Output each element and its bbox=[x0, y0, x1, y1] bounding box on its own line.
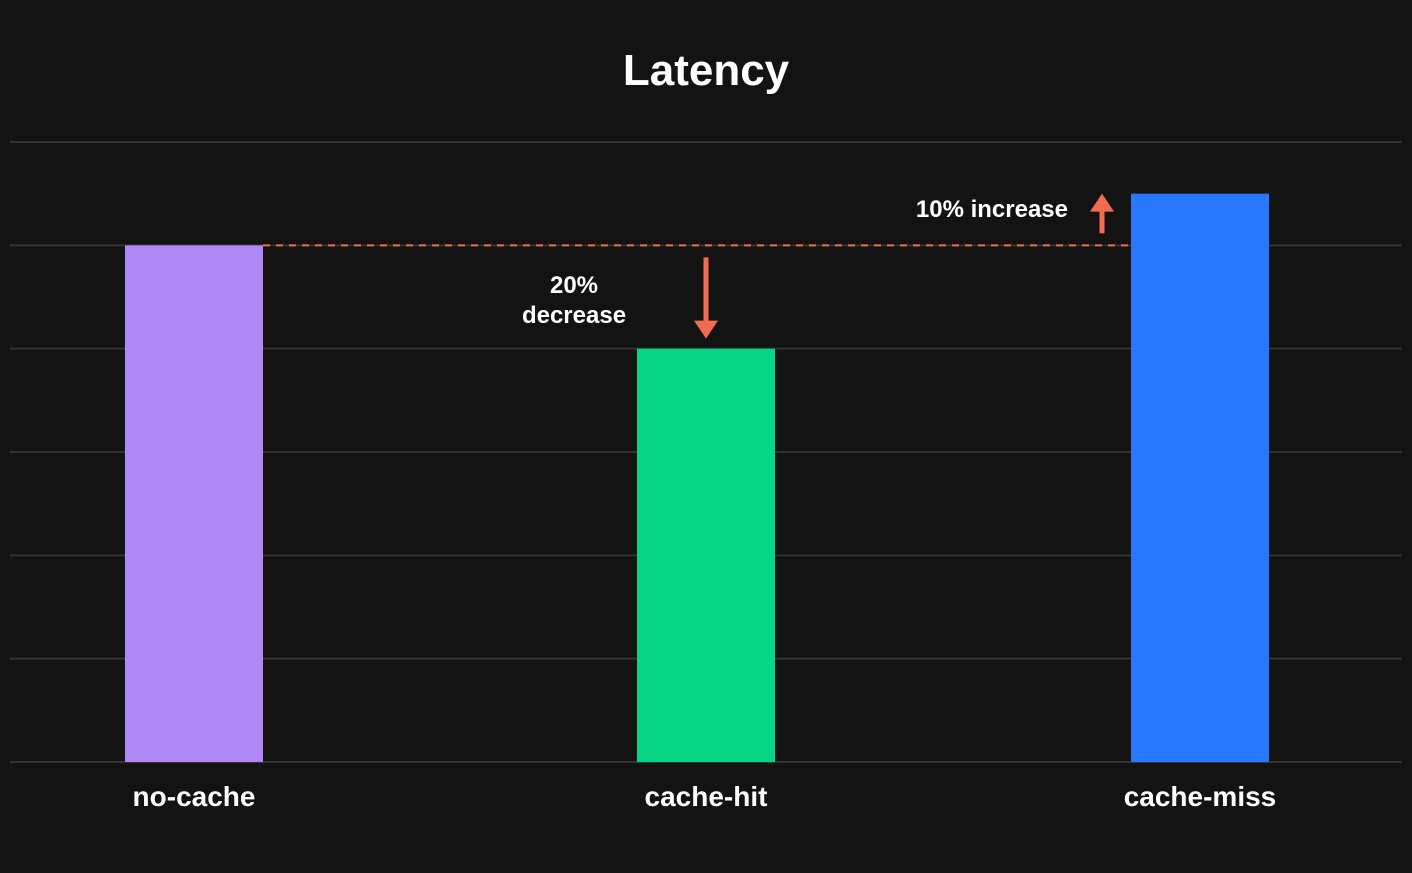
x-tick-label: cache-miss bbox=[1124, 781, 1277, 812]
annotation-increase: 10% increase bbox=[916, 193, 1114, 234]
bar-cache-hit bbox=[637, 348, 775, 762]
bar-no-cache bbox=[125, 245, 263, 763]
annotation-decrease: 20% decrease bbox=[522, 257, 718, 339]
arrow-up-icon bbox=[1090, 193, 1114, 212]
annotation-label: 20% bbox=[550, 272, 598, 299]
x-tick-label: cache-hit bbox=[645, 781, 768, 812]
chart-title: Latency bbox=[623, 46, 790, 95]
bar-cache-miss bbox=[1131, 193, 1269, 762]
annotations: 20% decrease 10% increase bbox=[522, 193, 1114, 339]
annotation-label: decrease bbox=[522, 302, 626, 329]
x-tick-label: no-cache bbox=[133, 781, 256, 812]
x-tick-labels: no-cache cache-hit cache-miss bbox=[133, 781, 1277, 812]
bars bbox=[125, 193, 1269, 763]
annotation-label: 10% increase bbox=[916, 196, 1068, 223]
arrow-down-icon bbox=[694, 320, 718, 339]
